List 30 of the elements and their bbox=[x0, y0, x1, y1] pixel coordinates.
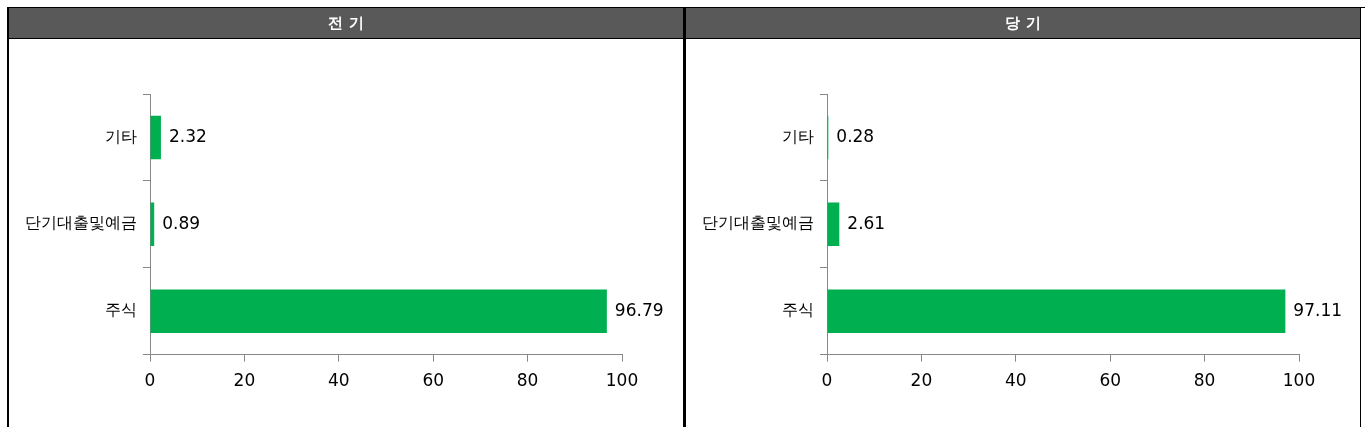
bar bbox=[827, 289, 1286, 333]
x-tick-label: 20 bbox=[233, 370, 256, 391]
bar bbox=[827, 202, 840, 247]
x-tick-label: 100 bbox=[605, 370, 639, 391]
y-tick-label: 주식 bbox=[105, 300, 137, 320]
bar bbox=[150, 289, 607, 333]
x-tick-label: 80 bbox=[1193, 370, 1216, 391]
y-tick-label: 기타 bbox=[782, 126, 814, 146]
x-tick-label: 80 bbox=[516, 370, 539, 391]
x-tick-label: 100 bbox=[1282, 370, 1316, 391]
data-label: 2.61 bbox=[847, 212, 886, 233]
x-tick-label: 0 bbox=[821, 370, 833, 391]
y-tick-label: 기타 bbox=[105, 126, 137, 146]
y-tick-label: 주식 bbox=[782, 300, 814, 320]
data-label: 97.11 bbox=[1293, 299, 1343, 320]
bar bbox=[150, 115, 161, 160]
y-tick-label: 단기대출및예금 bbox=[702, 213, 814, 233]
y-tick-label: 단기대출및예금 bbox=[25, 213, 137, 233]
x-tick-label: 0 bbox=[144, 370, 156, 391]
data-label: 0.89 bbox=[162, 212, 201, 233]
data-label: 96.79 bbox=[614, 299, 664, 320]
chart-title: 당 기 bbox=[686, 8, 1360, 39]
x-tick-label: 60 bbox=[422, 370, 445, 391]
data-label: 2.32 bbox=[168, 125, 207, 146]
data-label: 0.28 bbox=[836, 125, 875, 146]
chart-title: 전 기 bbox=[9, 8, 683, 39]
x-tick-label: 40 bbox=[1004, 370, 1027, 391]
x-tick-label: 20 bbox=[910, 370, 933, 391]
x-tick-label: 40 bbox=[327, 370, 350, 391]
x-tick-label: 60 bbox=[1099, 370, 1122, 391]
